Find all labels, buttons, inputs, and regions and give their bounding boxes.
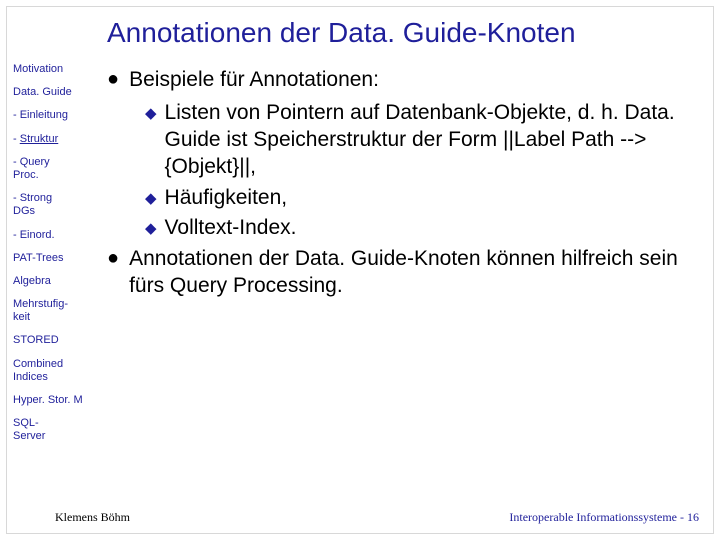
sidebar-item[interactable]: - Query Proc.: [13, 156, 95, 182]
sub-bullet-item: ◆ Häufigkeiten,: [145, 185, 693, 212]
diamond-icon: ◆: [145, 104, 157, 122]
sidebar-item[interactable]: STORED: [13, 334, 95, 347]
sidebar-item[interactable]: Mehrstufig- keit: [13, 298, 95, 324]
sidebar-item[interactable]: Motivation: [13, 63, 95, 76]
bullet-icon: ●: [107, 246, 119, 270]
sidebar-item[interactable]: - Einleitung: [13, 109, 95, 122]
sidebar: Motivation Data. Guide - Einleitung - St…: [13, 63, 95, 454]
bullet-item: ● Annotationen der Data. Guide-Knoten kö…: [107, 246, 693, 300]
sidebar-item[interactable]: - Strong DGs: [13, 192, 95, 218]
diamond-icon: ◆: [145, 219, 157, 237]
slide-title: Annotationen der Data. Guide-Knoten: [107, 17, 693, 49]
bullet-text: Annotationen der Data. Guide-Knoten könn…: [129, 246, 693, 300]
sidebar-item[interactable]: - Einord.: [13, 229, 95, 242]
bullet-item: ● Beispiele für Annotationen:: [107, 67, 693, 94]
content-area: ● Beispiele für Annotationen: ◆ Listen v…: [107, 67, 693, 306]
sub-bullet-text: Häufigkeiten,: [165, 185, 693, 212]
bullet-text: Beispiele für Annotationen:: [129, 67, 693, 94]
footer-page: Interoperable Informationssysteme - 16: [509, 510, 699, 525]
sub-bullet-item: ◆ Listen von Pointern auf Datenbank-Obje…: [145, 100, 693, 181]
sidebar-item[interactable]: SQL- Server: [13, 417, 95, 443]
sidebar-item[interactable]: PAT-Trees: [13, 252, 95, 265]
footer-author: Klemens Böhm: [55, 510, 130, 525]
sub-bullet-text: Volltext-Index.: [165, 215, 693, 242]
sidebar-item[interactable]: Data. Guide: [13, 86, 95, 99]
sub-bullet-text: Listen von Pointern auf Datenbank-Objekt…: [165, 100, 693, 181]
sidebar-item[interactable]: Combined Indices: [13, 358, 95, 384]
diamond-icon: ◆: [145, 189, 157, 207]
sub-bullet-item: ◆ Volltext-Index.: [145, 215, 693, 242]
sidebar-item[interactable]: Hyper. Stor. M: [13, 394, 95, 407]
sidebar-item[interactable]: Algebra: [13, 275, 95, 288]
sidebar-item[interactable]: - Struktur: [13, 133, 95, 146]
slide-frame: Annotationen der Data. Guide-Knoten Moti…: [6, 6, 714, 534]
bullet-icon: ●: [107, 67, 119, 91]
